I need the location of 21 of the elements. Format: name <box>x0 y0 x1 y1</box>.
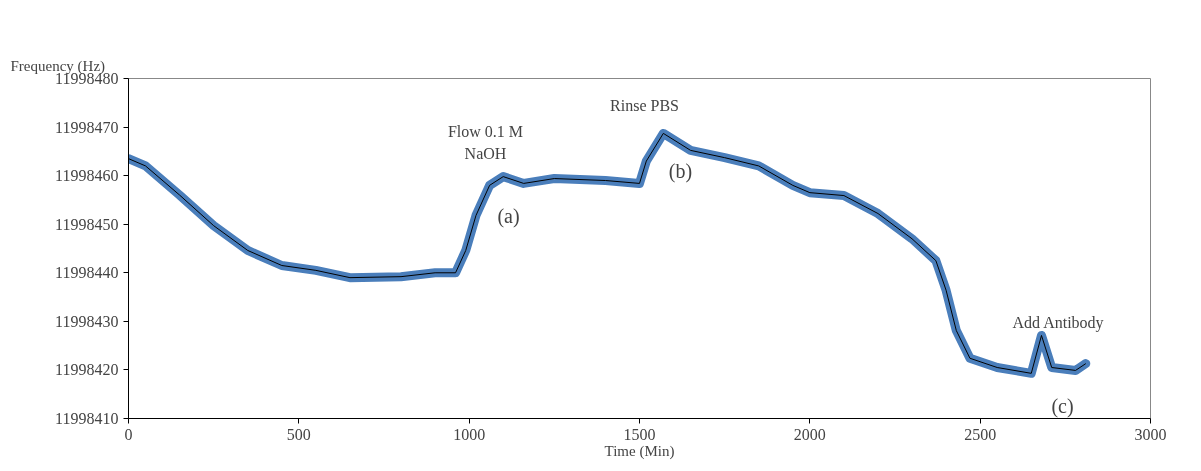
annotation: (b) <box>668 159 693 183</box>
x-axis-title: Time (Min) <box>604 442 675 460</box>
annotation: Add Antibody <box>1012 314 1104 332</box>
y-tick-label: 11998410 <box>55 410 119 427</box>
x-tick-label: 500 <box>286 425 311 443</box>
y-tick-label: 11998420 <box>55 361 119 379</box>
x-tick-label: 1500 <box>623 425 656 443</box>
y-tick-label: 11998450 <box>55 215 119 233</box>
y-tick-label: 11998470 <box>55 118 119 136</box>
x-tick-label: 2500 <box>964 425 997 443</box>
x-tick-label: 2000 <box>793 425 826 443</box>
x-tick-label: 3000 <box>1134 425 1167 443</box>
x-tick-label: 0 <box>124 425 133 443</box>
annotation: (c) <box>1051 394 1074 418</box>
annotation: (a) <box>497 204 520 228</box>
annotation: Flow 0.1 M NaOH <box>447 122 524 163</box>
y-tick-label: 11998430 <box>55 312 119 330</box>
x-tick-label: 1000 <box>453 425 486 443</box>
annotation: Rinse PBS <box>610 97 679 114</box>
y-tick-label: 11998440 <box>55 264 119 282</box>
y-tick-label: 11998460 <box>55 167 119 185</box>
